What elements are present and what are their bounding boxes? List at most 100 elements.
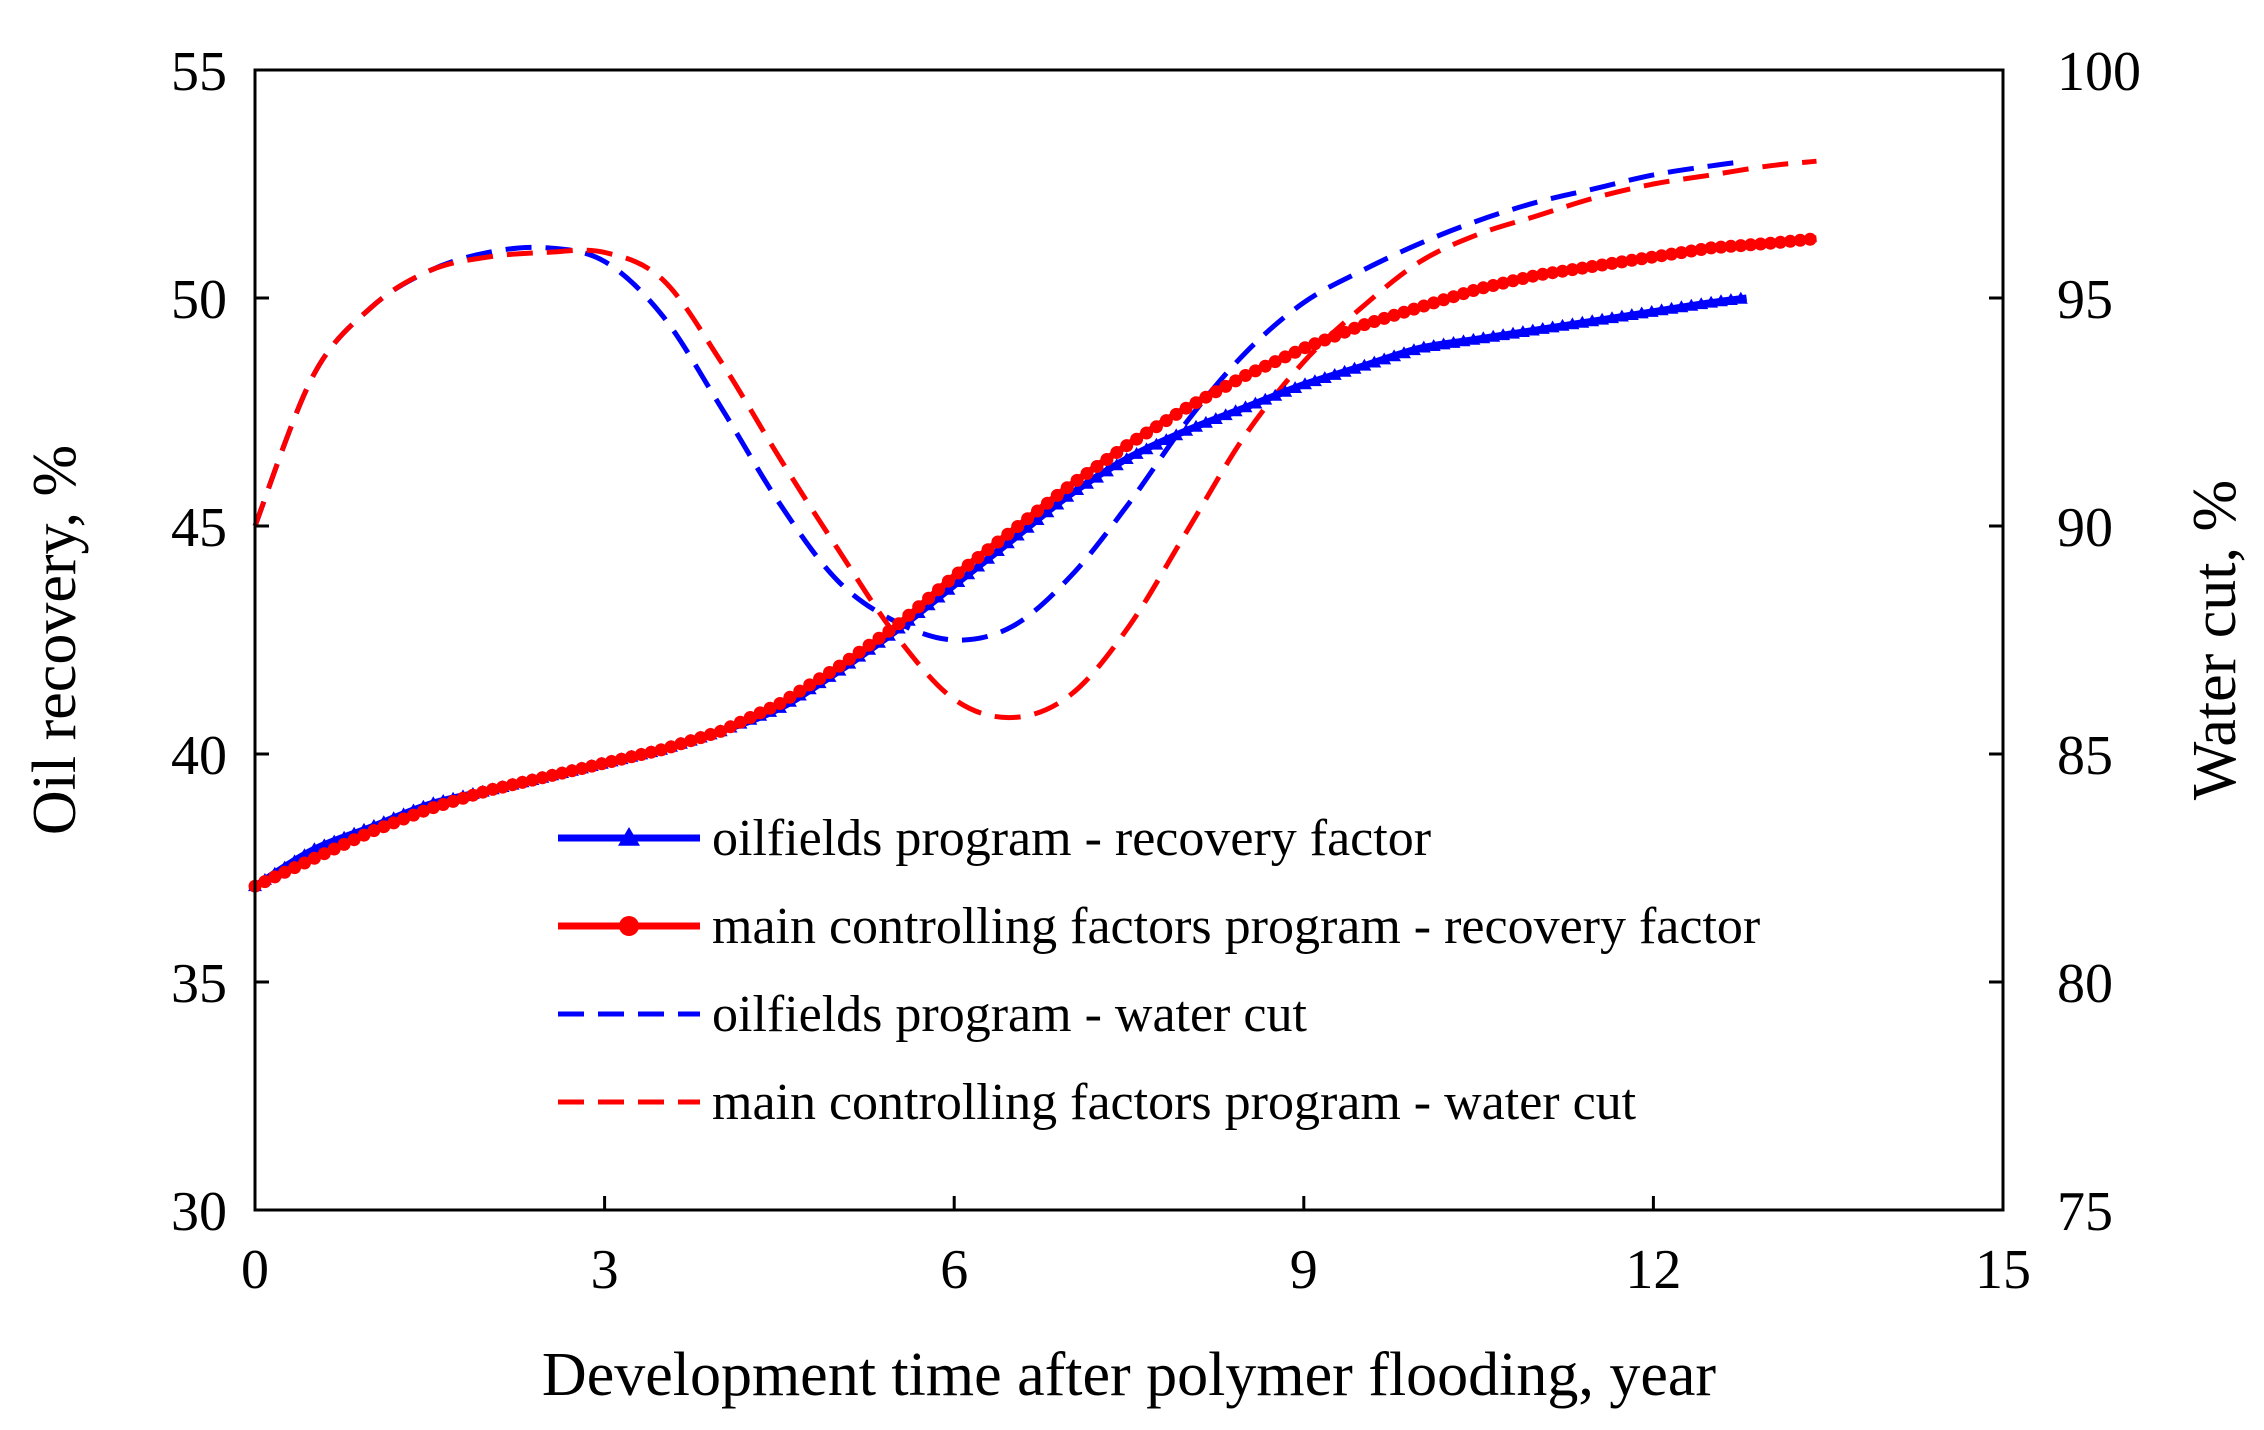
data-point xyxy=(1684,244,1698,258)
data-point xyxy=(1278,384,1293,397)
data-point xyxy=(1239,369,1252,382)
data-point xyxy=(278,865,292,879)
data-point xyxy=(1159,414,1173,428)
data-point xyxy=(1407,302,1421,316)
data-point xyxy=(1001,527,1015,541)
data-point xyxy=(1258,392,1273,405)
data-point xyxy=(1248,396,1263,409)
data-point xyxy=(1021,512,1035,526)
series-main-controlling-factors-program-water-cut xyxy=(252,158,1817,721)
data-point xyxy=(1338,325,1352,339)
data-point xyxy=(1377,311,1391,325)
data-point xyxy=(1773,235,1787,249)
data-point xyxy=(1614,309,1629,322)
data-point xyxy=(793,684,807,698)
data-point xyxy=(337,837,351,851)
data-point xyxy=(1733,291,1748,304)
data-point xyxy=(387,816,401,830)
data-point xyxy=(1120,439,1134,453)
data-point xyxy=(961,558,975,572)
data-point xyxy=(1070,473,1084,487)
x-tick-label: 0 xyxy=(241,1239,269,1301)
legend-label: main controlling factors program - recov… xyxy=(712,898,1760,955)
data-point xyxy=(1328,329,1342,343)
y-tick-label: 45 xyxy=(171,497,227,559)
legend-marker xyxy=(618,827,640,846)
data-point xyxy=(486,782,500,796)
data-point xyxy=(1140,426,1153,440)
data-point xyxy=(1119,452,1134,464)
data-point xyxy=(1416,340,1431,353)
data-point xyxy=(1357,318,1371,332)
series-oilfields-program-water-cut xyxy=(252,158,1747,643)
legend-label: main controlling factors program - water… xyxy=(712,1074,1637,1131)
data-point xyxy=(1268,355,1282,369)
data-point xyxy=(268,870,282,884)
data-point xyxy=(941,582,956,595)
data-point xyxy=(1694,243,1708,256)
data-point xyxy=(585,759,599,773)
data-point xyxy=(1169,407,1183,421)
data-point xyxy=(1010,528,1025,541)
data-point xyxy=(1139,442,1154,455)
data-point xyxy=(981,543,995,557)
data-point xyxy=(525,773,539,787)
data-point xyxy=(961,567,976,580)
data-point xyxy=(1457,287,1470,301)
data-point xyxy=(1615,255,1629,269)
data-point xyxy=(1397,346,1411,359)
data-point xyxy=(575,762,589,775)
data-point xyxy=(783,690,797,704)
data-point xyxy=(922,591,936,605)
data-point xyxy=(1605,311,1619,324)
data-point xyxy=(862,638,876,652)
data-point xyxy=(1367,355,1382,368)
data-point xyxy=(1387,349,1402,362)
data-point xyxy=(1000,536,1015,549)
x-tick-label: 9 xyxy=(1290,1239,1318,1301)
data-point xyxy=(654,743,668,757)
data-point xyxy=(1228,404,1243,417)
data-point xyxy=(1466,332,1481,345)
series-main-controlling-factors-program-recovery-factor xyxy=(248,232,1817,893)
data-point xyxy=(971,551,985,564)
data-point xyxy=(724,720,737,734)
data-point xyxy=(991,535,1005,549)
data-point xyxy=(555,766,569,780)
legend-item: main controlling factors program - water… xyxy=(558,1074,1637,1131)
data-point xyxy=(684,734,698,748)
data-point xyxy=(1208,412,1223,424)
data-point xyxy=(1674,246,1688,260)
data-point xyxy=(842,652,856,666)
data-point xyxy=(763,701,777,715)
data-point xyxy=(1754,237,1768,251)
data-point xyxy=(1426,339,1441,351)
data-point xyxy=(1308,337,1322,351)
x-tick-label: 15 xyxy=(1975,1239,2031,1301)
data-point xyxy=(1219,379,1233,393)
data-point xyxy=(1704,295,1719,308)
data-point xyxy=(1526,269,1540,283)
data-point xyxy=(1258,359,1272,373)
y-tick-label: 55 xyxy=(171,41,227,103)
data-point xyxy=(951,566,965,580)
y2-tick-label: 75 xyxy=(2057,1181,2113,1243)
data-point xyxy=(307,851,321,865)
data-point xyxy=(307,842,322,855)
data-point xyxy=(1496,328,1511,341)
data-point xyxy=(298,856,311,870)
data-point xyxy=(1437,293,1451,307)
data-point xyxy=(1536,267,1550,281)
data-point xyxy=(1565,317,1580,330)
data-point xyxy=(990,544,1005,556)
data-point xyxy=(941,574,955,588)
y-tick-label: 30 xyxy=(171,1181,227,1243)
data-point xyxy=(1783,234,1797,248)
x-axis-title: Development time after polymer flooding,… xyxy=(542,1341,1717,1409)
data-point xyxy=(1238,400,1253,413)
data-point xyxy=(605,755,619,768)
data-point xyxy=(1665,247,1678,261)
data-point xyxy=(1248,364,1262,378)
x-tick-label: 6 xyxy=(940,1239,968,1301)
data-point xyxy=(496,780,510,794)
